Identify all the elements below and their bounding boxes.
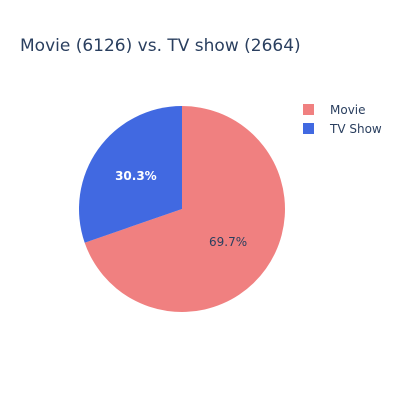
pie-slice-label-tv-show: 30.3% — [115, 169, 157, 183]
pie-slice-tv-show — [78, 105, 182, 243]
legend-item-tv-show[interactable]: TV Show — [303, 122, 382, 136]
legend-swatch — [303, 123, 314, 134]
legend-swatch — [303, 104, 314, 115]
pie-slice-labels: 69.7% 30.3% — [115, 169, 247, 249]
legend-label: TV Show — [329, 122, 382, 136]
pie-slices — [78, 105, 285, 313]
legend-item-movie[interactable]: Movie — [303, 103, 366, 117]
pie-slice-movie — [84, 106, 285, 313]
chart-title: Movie (6126) vs. TV show (2664) — [20, 36, 301, 56]
legend: Movie TV Show — [303, 103, 382, 136]
legend-label: Movie — [330, 103, 366, 117]
pie-slice-label-movie: 69.7% — [209, 235, 247, 249]
